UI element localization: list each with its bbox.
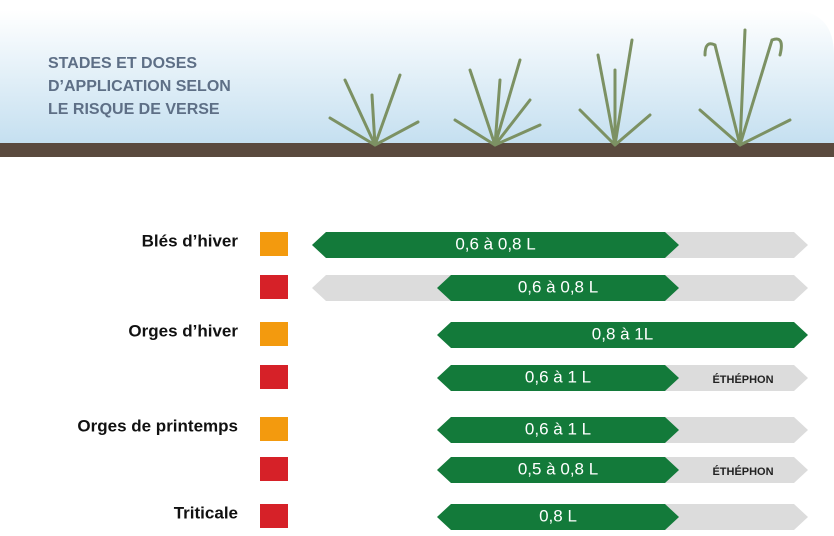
- risk-square: [260, 322, 288, 346]
- rows: Blés d’hiver 0,6 à 0,8 L 0,6 à 0,8 L Orges …: [77, 231, 808, 530]
- crop-label: Triticale: [174, 503, 238, 522]
- dose-label: 0,8 L: [539, 506, 577, 525]
- dose-label: 0,6 à 0,8 L: [455, 234, 535, 253]
- crop-label: Orges d’hiver: [128, 321, 238, 340]
- note-label: ÉTHÉPHON: [712, 465, 773, 478]
- risk-square: [260, 365, 288, 389]
- risk-square: [260, 417, 288, 441]
- risk-square: [260, 457, 288, 481]
- dose-label: 0,6 à 0,8 L: [518, 277, 598, 296]
- crop-label: Blés d’hiver: [142, 231, 239, 250]
- crop-label: Orges de printemps: [77, 416, 238, 435]
- note-label: ÉTHÉPHON: [712, 373, 773, 386]
- risk-square: [260, 232, 288, 256]
- title-line: LE RISQUE DE VERSE: [48, 101, 220, 118]
- infographic: Épi 1 cmBBCH 301 nœudBBCH 312 nœudsBBCH …: [0, 0, 834, 531]
- title-line: D’APPLICATION SELON: [48, 78, 231, 95]
- risk-square: [260, 504, 288, 528]
- dose-label: 0,8 à 1L: [592, 324, 653, 343]
- risk-square: [260, 275, 288, 299]
- dose-label: 0,5 à 0,8 L: [518, 459, 598, 478]
- ground-strip: [0, 143, 834, 157]
- title-line: STADES ET DOSES: [48, 55, 197, 72]
- dose-label: 0,6 à 1 L: [525, 367, 591, 386]
- dose-label: 0,6 à 1 L: [525, 419, 591, 438]
